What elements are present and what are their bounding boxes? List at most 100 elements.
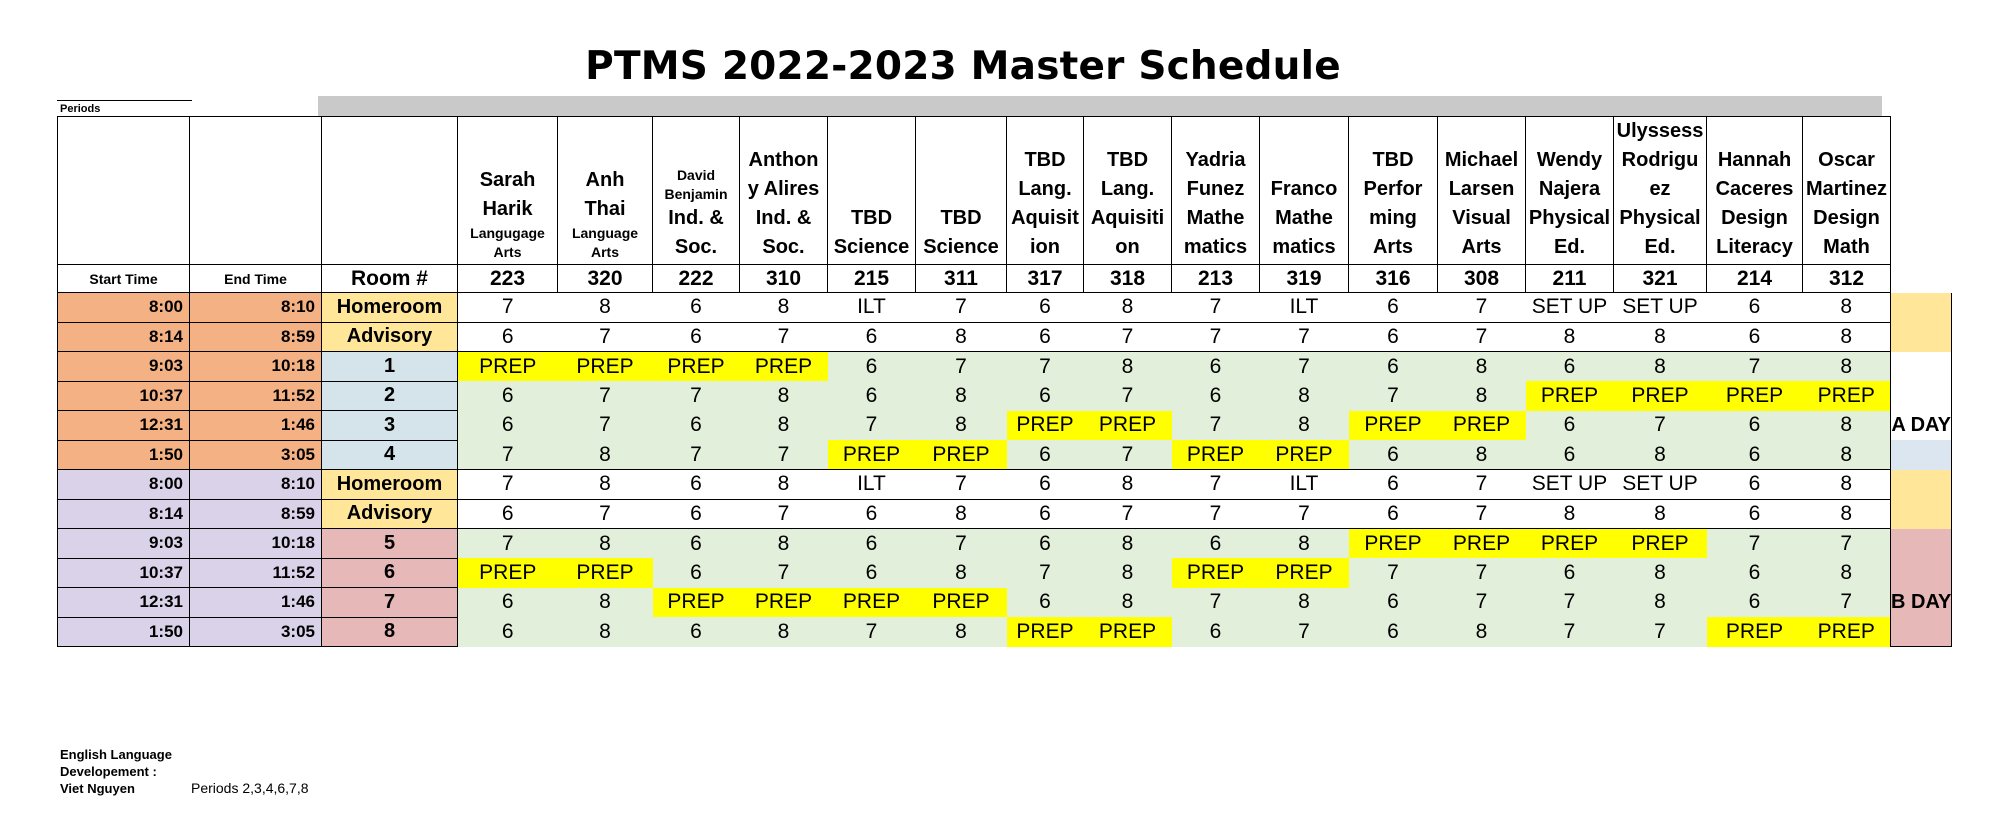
schedule-cell: 6 [457,587,558,617]
schedule-cell: 8 [1525,321,1614,352]
teacher-header: TBD Lang. Aquisiti on [1083,116,1172,265]
teacher-header-line: on [1115,236,1140,258]
start-time: 8:14 [57,498,190,529]
room-number: 312 [1802,264,1891,293]
period-label: 8 [321,616,458,647]
schedule-cell: 7 [652,440,740,470]
schedule-cell: 7 [1259,617,1349,647]
end-time: 11:52 [189,557,322,588]
teacher-header: Franco Mathe matics [1259,116,1349,265]
schedule-cell: 8 [1083,469,1172,500]
teacher-header-line: Yadria [1185,149,1246,171]
schedule-cell: 7 [1171,410,1260,440]
period-label: Homeroom [321,469,458,500]
teacher-header: Anh Thai Language Arts [557,116,653,265]
schedule-cell: 6 [827,381,916,411]
teacher-header-line: Ed. [1553,236,1586,258]
day-side-cell [1889,351,1953,381]
teacher-header: Sarah Harik Langugage Arts [457,116,558,265]
teacher-header-line: TBD [940,207,982,229]
start-time: 12:31 [57,587,190,618]
teacher-header-line: Ind. & [755,207,812,229]
master-schedule-table: Sarah Harik Langugage Arts Anh Thai Language Ar… [57,116,1953,647]
schedule-cell: 8 [915,321,1007,352]
schedule-cell: 6 [457,381,558,411]
teacher-header-line: Mathe [1186,207,1245,229]
teacher-header: Hannah Caceres Design Literacy [1706,116,1803,265]
teacher-header-line: Lang. [1018,178,1072,200]
schedule-cell: 6 [1348,440,1438,470]
schedule-cell: 8 [1613,351,1707,381]
schedule-cell: 6 [1525,351,1614,381]
schedule-cell: 6 [827,558,916,588]
teacher-header-line: Perfor [1363,178,1423,200]
schedule-cell: 6 [1706,498,1803,529]
schedule-cell: 6 [1348,321,1438,352]
teacher-subject-line: Language [571,225,639,241]
header-gray-bar [318,96,1882,116]
teacher-header-line: ez [1649,178,1671,200]
teacher-header-line: Science [923,236,999,258]
teacher-header-line: Larsen [1448,178,1515,200]
teacher-header-line: Ind. & [668,207,724,229]
schedule-cell: 6 [1006,528,1084,558]
schedule-cell: 6 [1171,351,1260,381]
schedule-cell: 8 [1613,440,1707,470]
period-label: 2 [321,380,458,411]
schedule-cell: 6 [1348,498,1438,529]
room-number: 308 [1437,264,1526,293]
schedule-cell: 8 [739,528,828,558]
schedule-cell: 7 [915,528,1007,558]
teacher-header-line: Anh [585,169,625,191]
schedule-cell: 7 [1802,587,1891,617]
day-side-cell [1889,381,1953,411]
period-label: Advisory [321,321,458,352]
footer-ell-line-2: Developement : [60,764,157,779]
teacher-name-small: Benjamin [664,186,728,202]
schedule-cell: 6 [652,528,740,558]
schedule-cell: SET UP [1525,292,1614,323]
teacher-header: Wendy Najera Physical Ed. [1525,116,1614,265]
a-day-label: A DAY [1889,410,1953,440]
teacher-header-line: ming [1369,207,1417,229]
room-number: 311 [915,264,1007,293]
schedule-cell: 7 [1171,292,1260,323]
schedule-cell: 7 [1259,498,1349,529]
schedule-cell: 8 [739,469,828,500]
teacher-header-line: Oscar [1818,149,1875,171]
schedule-cell: 8 [557,617,653,647]
day-side-cell [1889,292,1953,322]
schedule-cell: 6 [1525,440,1614,470]
schedule-cell: 8 [915,410,1007,440]
teacher-header-line: Visual [1452,207,1511,229]
schedule-cell: 6 [1171,381,1260,411]
teacher-header-line: TBD [1024,149,1066,171]
teacher-header-line: Soc. [674,236,718,258]
start-time: 9:03 [57,528,190,559]
schedule-cell: 6 [1006,381,1084,411]
schedule-cell: 8 [557,528,653,558]
schedule-cell: 6 [827,321,916,352]
schedule-cell: 8 [1437,381,1526,411]
start-time: 1:50 [57,616,190,647]
schedule-cell: PREP [827,440,916,470]
schedule-cell: 6 [1006,587,1084,617]
schedule-cell: 6 [1348,587,1438,617]
schedule-cell: PREP [652,587,740,617]
start-time: 1:50 [57,439,190,470]
schedule-cell: 6 [457,321,558,352]
teacher-header-line: Caceres [1715,178,1794,200]
schedule-cell: 8 [1613,558,1707,588]
schedule-cell: 6 [652,321,740,352]
schedule-cell: 6 [652,617,740,647]
schedule-cell: 7 [1348,381,1438,411]
schedule-cell: 8 [557,587,653,617]
schedule-cell: 7 [1259,351,1349,381]
schedule-cell: 7 [1259,321,1349,352]
schedule-cell: 6 [652,292,740,323]
schedule-cell: ILT [827,292,916,323]
teacher-header-line: ion [1030,236,1060,258]
day-side-cell [1889,469,1953,499]
schedule-cell: 6 [1706,558,1803,588]
teacher-header-line: Thai [584,198,626,220]
